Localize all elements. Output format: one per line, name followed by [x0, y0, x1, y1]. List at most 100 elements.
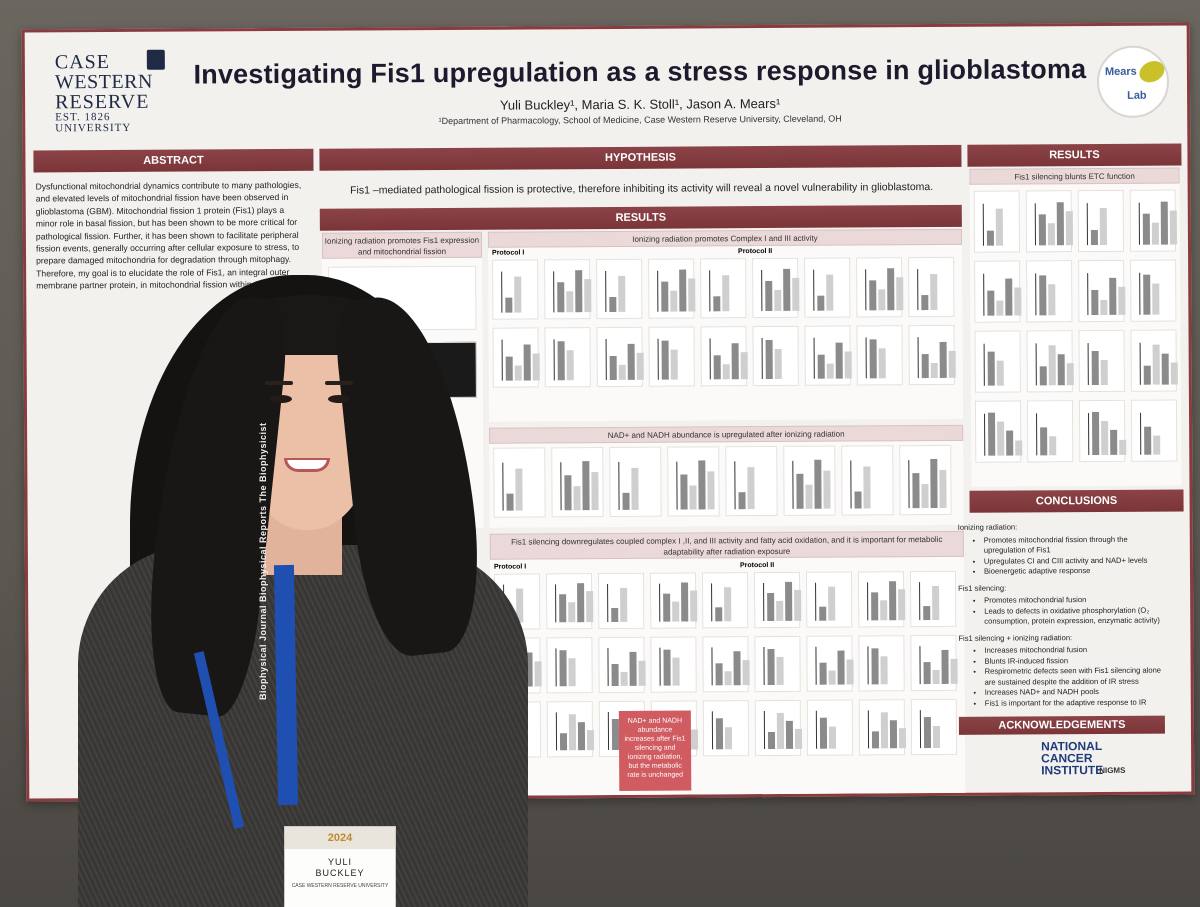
chart-bar: [1119, 439, 1127, 455]
chart-axis: [763, 583, 765, 622]
right-eyebrow: [325, 381, 353, 385]
logo-line-2: WESTERN: [54, 70, 153, 94]
mitochondria-icon: [1135, 57, 1168, 87]
chart-axis: [709, 270, 711, 312]
chart-axis: [676, 461, 678, 510]
chart-bar: [939, 341, 947, 378]
chart-axis: [734, 461, 736, 510]
chart-bar: [987, 351, 995, 386]
panel-nad: NAD+ and NADH abundance is upregulated a…: [489, 424, 964, 528]
chart-axis: [867, 710, 870, 749]
chart-bar: [1048, 344, 1056, 386]
chart-bar: [568, 658, 576, 687]
chart-axis: [983, 273, 985, 316]
chart-bar: [568, 602, 576, 623]
mini-chart: [597, 572, 645, 630]
chart-bar: [939, 469, 947, 508]
mini-chart: [753, 571, 802, 629]
name-badge: 2024 YULI BUCKLEY CASE WESTERN RESERVE U…: [284, 826, 396, 907]
mini-chart: [1129, 189, 1177, 252]
chart-bar: [609, 296, 617, 312]
chart-bar: [869, 280, 877, 311]
conclusion-group-label: Ionizing radiation:: [957, 522, 1018, 532]
mini-chart: [752, 325, 799, 387]
logo-line-4: UNIVERSITY: [55, 121, 132, 135]
mini-chart: [1077, 189, 1125, 253]
chart-bar: [776, 656, 784, 685]
presenter: [60, 275, 540, 907]
chart-bar: [817, 295, 825, 311]
mini-chart: [806, 635, 854, 692]
chart-bar: [724, 671, 732, 686]
chart-bar: [996, 300, 1004, 316]
chart-axis: [1088, 413, 1090, 456]
chart-bar: [1038, 214, 1046, 246]
chart-bar: [819, 606, 827, 621]
mini-chart: [857, 571, 906, 628]
logo-line-3: RESERVE: [55, 90, 150, 114]
mini-chart: [974, 330, 1021, 393]
mini-chart: [667, 446, 720, 517]
chart-bar: [631, 467, 639, 510]
chart-bar: [1005, 278, 1013, 316]
chart-bar: [930, 458, 938, 509]
badge-event: 2024: [285, 827, 395, 849]
mini-chart: [974, 400, 1023, 463]
chart-bar: [1153, 436, 1161, 455]
chart-bar: [1092, 411, 1100, 456]
chart-axis: [867, 646, 869, 685]
chart-bar: [1152, 283, 1160, 315]
chart-bar: [1014, 287, 1022, 316]
chart-bar: [611, 663, 619, 686]
chart-bar: [661, 340, 669, 380]
chart-bar: [713, 355, 721, 380]
chart-axis: [761, 338, 763, 380]
chart-axis: [761, 270, 763, 312]
mini-chart: [856, 257, 904, 318]
acknowledgements-header: ACKNOWLEDGEMENTS: [958, 715, 1165, 735]
chart-bar: [828, 587, 836, 621]
conclusion-item: Fis1 is important for the adaptive respo…: [985, 697, 1167, 709]
chart-bar: [776, 601, 784, 621]
chart-axis: [1087, 343, 1089, 386]
chart-bar: [618, 364, 626, 380]
chart-bar: [794, 590, 802, 621]
chart-bar: [627, 343, 635, 380]
chart-bar: [871, 731, 880, 749]
chart-axis: [605, 271, 607, 313]
chart-bar: [564, 475, 572, 511]
nci-logo-line: INSTITUTE: [1041, 762, 1104, 778]
chart-axis: [553, 271, 555, 313]
chart-bar: [792, 277, 800, 311]
highlight-box: NAD+ and NADH abundance increases after …: [618, 710, 692, 791]
chart-bar: [713, 296, 721, 312]
chart-axis: [1139, 272, 1141, 315]
chart-bar: [950, 658, 958, 684]
panel-etc: Fis1 silencing blunts ETC function: [969, 167, 1182, 487]
chart-bar: [620, 588, 628, 622]
lab-logo: Mears Lab: [1096, 45, 1170, 119]
chart-bar: [941, 650, 949, 684]
chart-bar: [1039, 366, 1047, 386]
chart-bar: [1118, 286, 1126, 315]
chart-axis: [919, 646, 921, 685]
chart-bar: [995, 208, 1003, 246]
chart-bar: [794, 729, 803, 749]
mini-chart: [725, 445, 778, 517]
conclusions-list: Ionizing radiation: Promotes mitochondri…: [958, 516, 1167, 709]
chart-axis: [813, 338, 815, 379]
mini-chart: [546, 637, 593, 694]
chart-bar: [930, 362, 938, 379]
mini-chart: [700, 258, 747, 319]
mini-chart: [973, 190, 1021, 253]
protocol-label: Protocol I: [492, 249, 525, 257]
mini-chart: [551, 447, 604, 518]
chart-bar: [1040, 427, 1048, 456]
poster-title: Investigating Fis1 upregulation as a str…: [193, 54, 1087, 90]
chart-bar: [1065, 211, 1073, 246]
chart-bar: [854, 490, 862, 509]
chart-bar: [871, 592, 879, 621]
protocol-label: Protocol II: [738, 247, 773, 256]
abstract-header: ABSTRACT: [33, 148, 314, 173]
chart-bar: [679, 269, 687, 312]
